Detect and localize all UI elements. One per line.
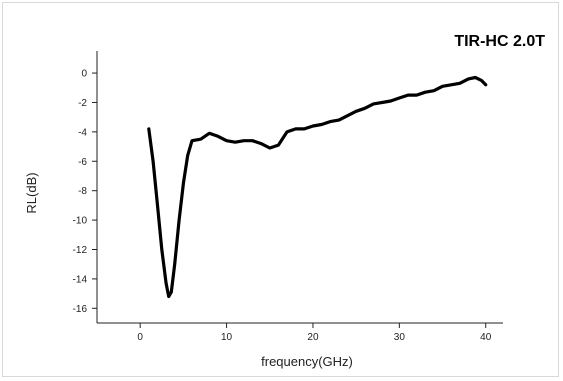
chart-title: TIR-HC 2.0T <box>454 33 545 50</box>
y-tick-label: -14 <box>73 274 88 285</box>
x-tick-label: 30 <box>394 332 406 343</box>
y-tick-label: -4 <box>78 127 87 138</box>
x-tick-label: 10 <box>221 332 233 343</box>
y-axis-title: RL(dB) <box>24 172 39 213</box>
chart-svg: TIR-HC 2.0T RL(dB) frequency(GHz) 0 10 20 3… <box>24 33 545 369</box>
x-tick-label: 0 <box>137 332 143 343</box>
y-tick-label: -12 <box>73 245 88 256</box>
y-tick-label: -8 <box>78 186 87 197</box>
y-tick-label: -2 <box>78 98 87 109</box>
y-tick-label: -6 <box>78 157 87 168</box>
y-tick-label: -16 <box>73 304 88 315</box>
x-axis-title: frequency(GHz) <box>261 354 353 369</box>
series-line <box>147 75 488 299</box>
y-tick-label: -10 <box>73 216 88 227</box>
y-tick-label: 0 <box>81 69 87 80</box>
x-tick-label: 20 <box>307 332 319 343</box>
x-tick-label: 40 <box>480 332 492 343</box>
chart-frame: TIR-HC 2.0T RL(dB) frequency(GHz) 0 10 20 3… <box>2 2 559 377</box>
